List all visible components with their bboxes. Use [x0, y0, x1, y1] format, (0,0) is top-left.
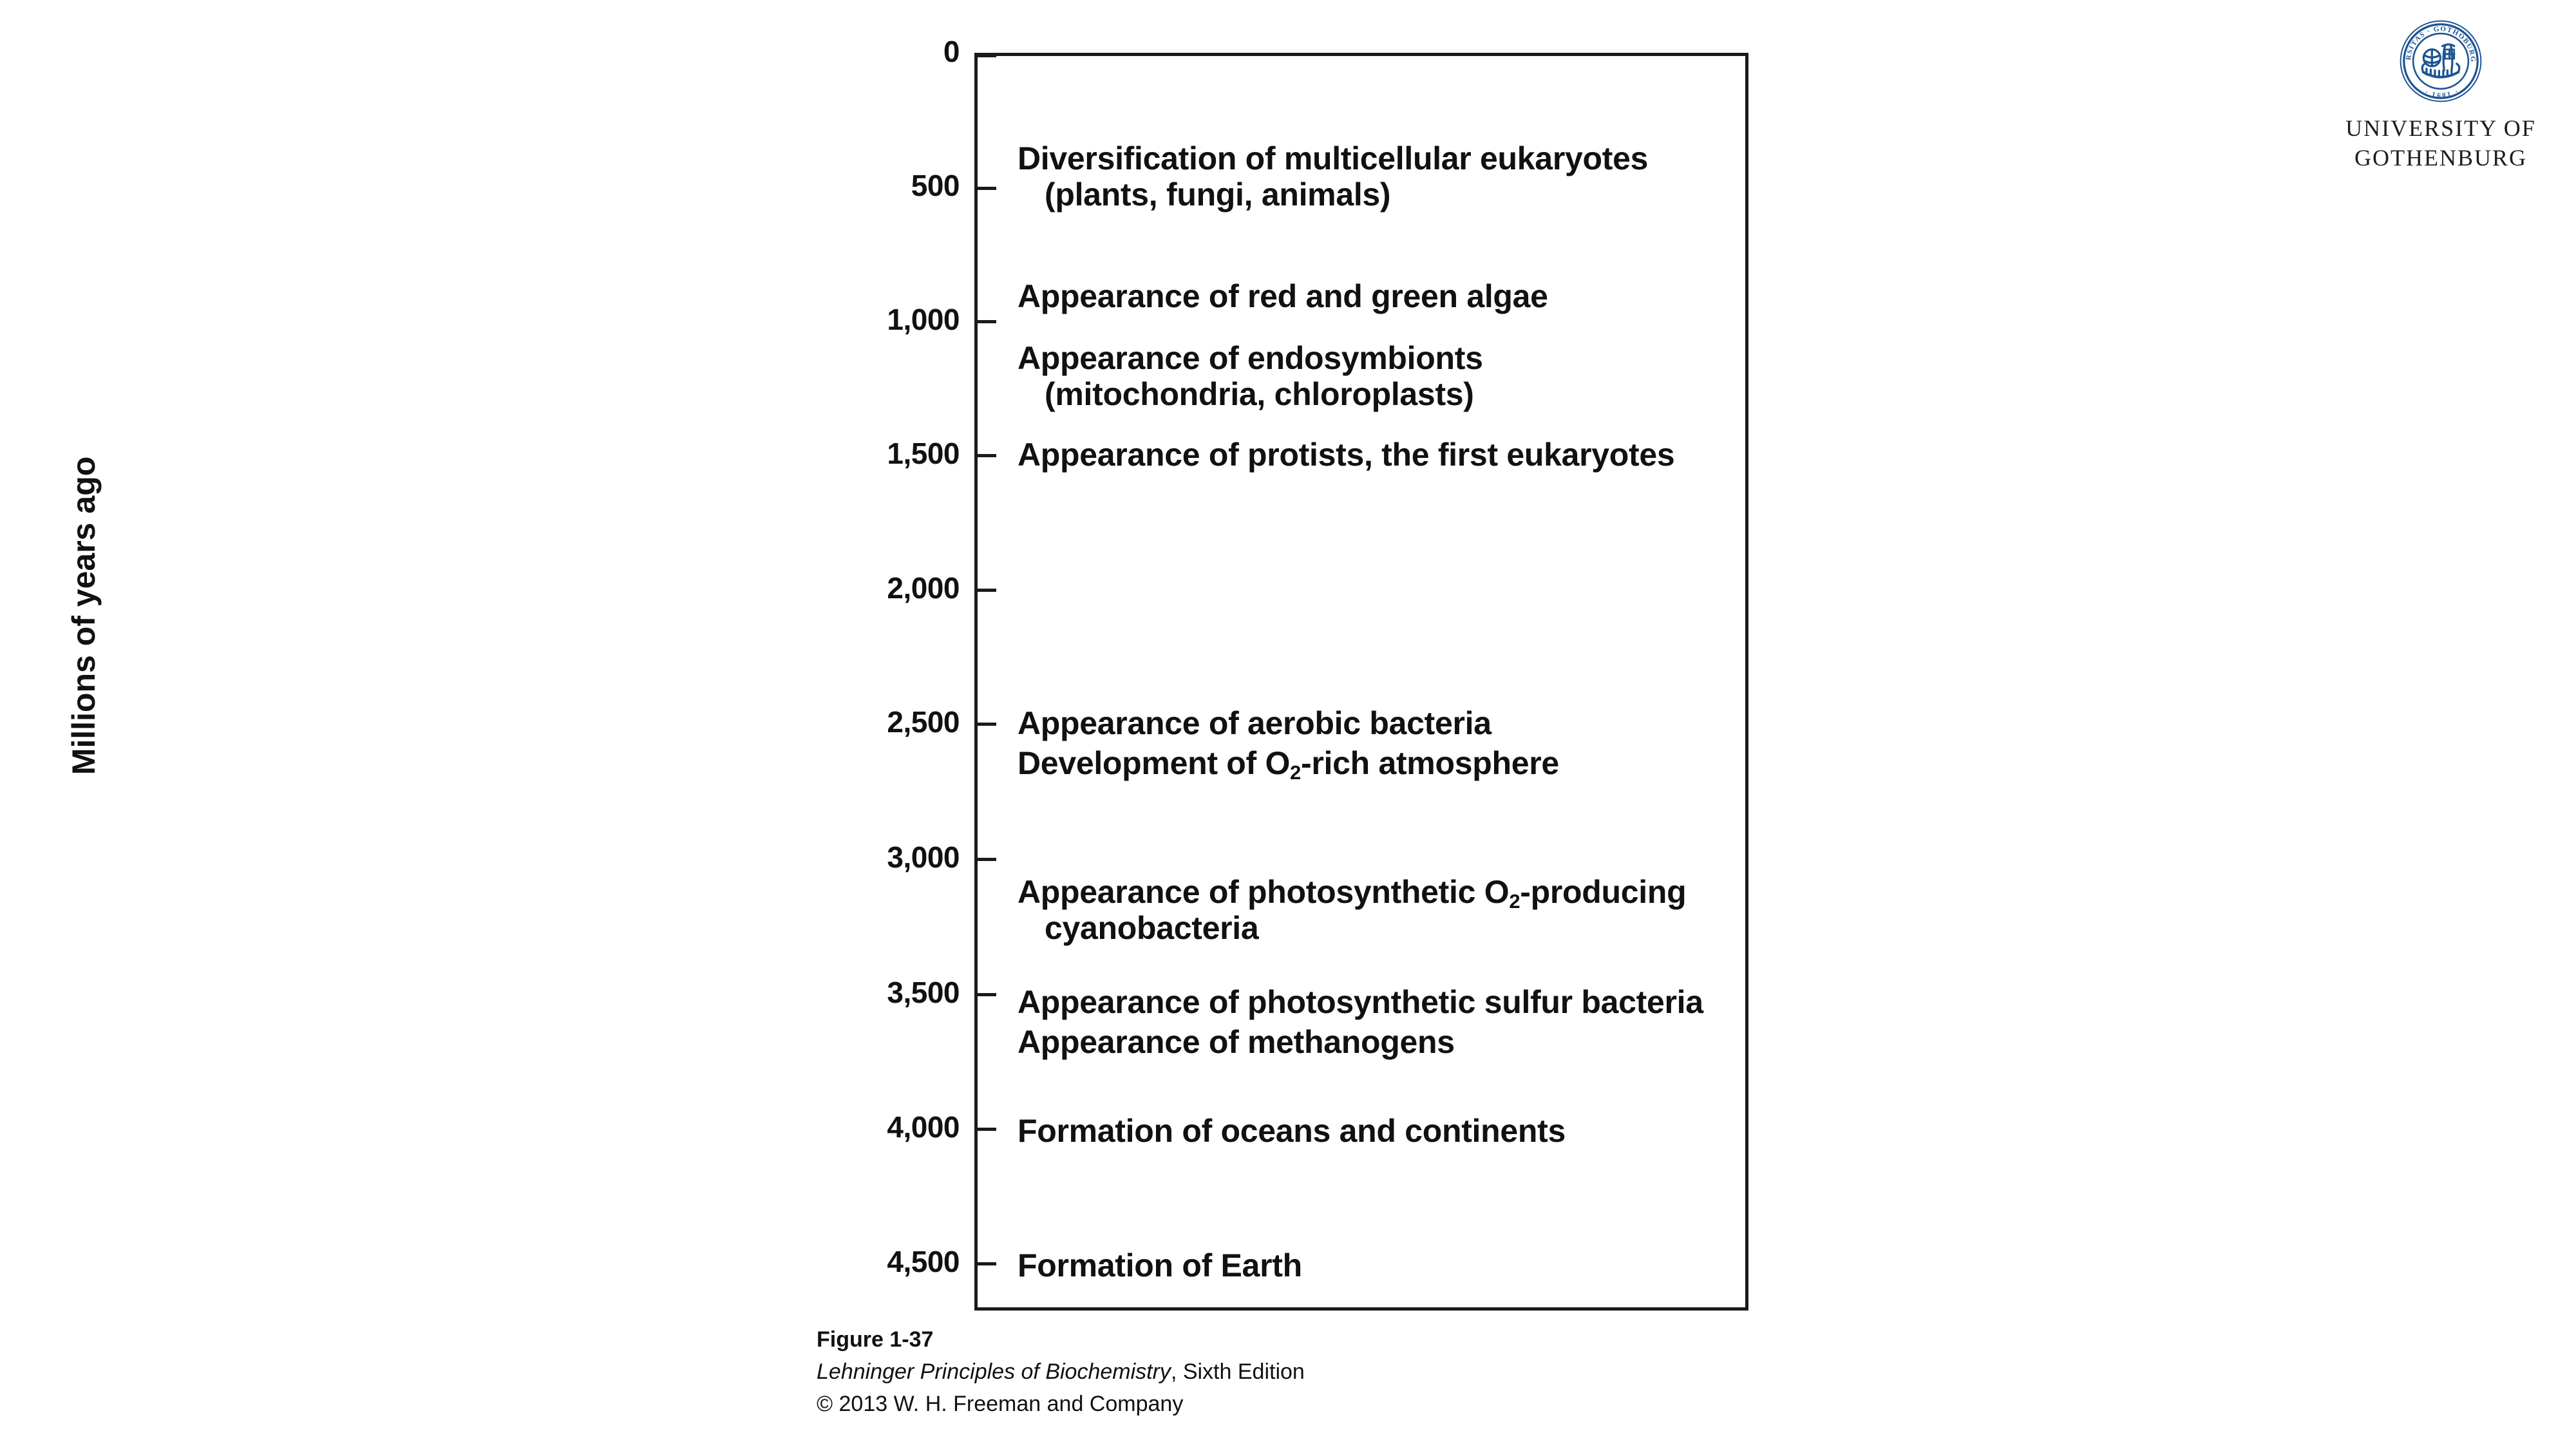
y-tick-1500 — [974, 454, 996, 457]
figure-caption: Figure 1-37 Lehninger Principles of Bioc… — [817, 1323, 1718, 1420]
y-tick-0 — [974, 54, 996, 57]
event-line-1: Appearance of aerobic bacteria — [1018, 705, 1492, 741]
y-tick-label-2500: 2,500 — [887, 705, 960, 739]
y-tick-4500 — [974, 1262, 996, 1265]
university-wordmark: UNIVERSITY OF GOTHENBURG — [2318, 113, 2563, 173]
y-tick-label-3500: 3,500 — [887, 976, 960, 1009]
event-line-1: Appearance of methanogens — [1018, 1024, 1455, 1060]
y-tick-label-4500: 4,500 — [887, 1245, 960, 1278]
y-tick-label-1500: 1,500 — [887, 437, 960, 470]
y-tick-2000 — [974, 589, 996, 592]
event-label-o2-rich-atmosphere: Development of O2-rich atmosphere — [1018, 745, 1559, 784]
event-line-1: Appearance of photosynthetic sulfur bact… — [1018, 984, 1703, 1020]
event-label-oceans-continents: Formation of oceans and continents — [1018, 1113, 1566, 1149]
event-label-sulfur-bacteria: Appearance of photosynthetic sulfur bact… — [1018, 984, 1703, 1020]
university-seal-icon: UNIVERSITAS · GOTHOBURGENSIS · 1891 · — [2399, 19, 2482, 102]
wordmark-line-1: UNIVERSITY OF — [2345, 115, 2536, 141]
caption-book-title: Lehninger Principles of Biochemistry — [817, 1359, 1171, 1384]
event-line-1: Development of O2-rich atmosphere — [1018, 745, 1559, 784]
y-tick-500 — [974, 187, 996, 190]
y-tick-3000 — [974, 858, 996, 861]
event-label-methanogens: Appearance of methanogens — [1018, 1024, 1455, 1060]
chart-plot-area — [974, 53, 1748, 1311]
event-line-2: (plants, fungi, animals) — [1045, 176, 1391, 213]
event-label-cyanobacteria: Appearance of photosynthetic O2-producin… — [1018, 874, 1687, 946]
event-line-2: (mitochondria, chloroplasts) — [1045, 376, 1474, 412]
event-line-1: Appearance of red and green algae — [1018, 278, 1548, 314]
y-tick-1000 — [974, 320, 996, 323]
caption-book-edition: , Sixth Edition — [1170, 1359, 1305, 1384]
event-label-endosymbionts: Appearance of endosymbionts (mitochondri… — [1018, 340, 1483, 412]
y-tick-label-500: 500 — [911, 169, 960, 202]
event-line-1: Diversification of multicellular eukaryo… — [1018, 140, 1649, 176]
wordmark-line-2: GOTHENBURG — [2354, 145, 2527, 171]
y-tick-label-2000: 2,000 — [887, 571, 960, 605]
y-tick-4000 — [974, 1128, 996, 1131]
y-tick-label-0: 0 — [943, 35, 960, 68]
event-line-1: Appearance of photosynthetic O2-producin… — [1018, 874, 1687, 913]
event-line-1: Formation of Earth — [1018, 1247, 1302, 1283]
event-line-2: cyanobacteria — [1045, 910, 1259, 946]
university-logo: UNIVERSITAS · GOTHOBURGENSIS · 1891 · — [2318, 19, 2563, 173]
event-label-diversification: Diversification of multicellular eukaryo… — [1018, 140, 1648, 213]
svg-text:· 1891 ·: · 1891 · — [2423, 87, 2459, 99]
event-label-formation-of-earth: Formation of Earth — [1018, 1247, 1302, 1283]
event-line-1: Appearance of endosymbionts — [1018, 340, 1483, 376]
event-line-1: Appearance of protists, the first eukary… — [1018, 437, 1675, 473]
y-axis-title: Millions of years ago — [66, 456, 102, 775]
caption-copyright: © 2013 W. H. Freeman and Company — [817, 1392, 1184, 1416]
y-tick-label-4000: 4,000 — [887, 1110, 960, 1144]
event-label-red-green-algae: Appearance of red and green algae — [1018, 278, 1548, 314]
caption-figure-number: Figure 1-37 — [817, 1327, 934, 1352]
event-label-aerobic-bacteria: Appearance of aerobic bacteria — [1018, 705, 1492, 741]
event-line-1: Formation of oceans and continents — [1018, 1113, 1566, 1149]
y-tick-2500 — [974, 723, 996, 726]
caption-book: Lehninger Principles of Biochemistry, Si… — [817, 1356, 1718, 1388]
y-tick-label-3000: 3,000 — [887, 840, 960, 874]
event-label-protists: Appearance of protists, the first eukary… — [1018, 437, 1675, 473]
y-tick-label-1000: 1,000 — [887, 303, 960, 336]
y-tick-3500 — [974, 993, 996, 996]
